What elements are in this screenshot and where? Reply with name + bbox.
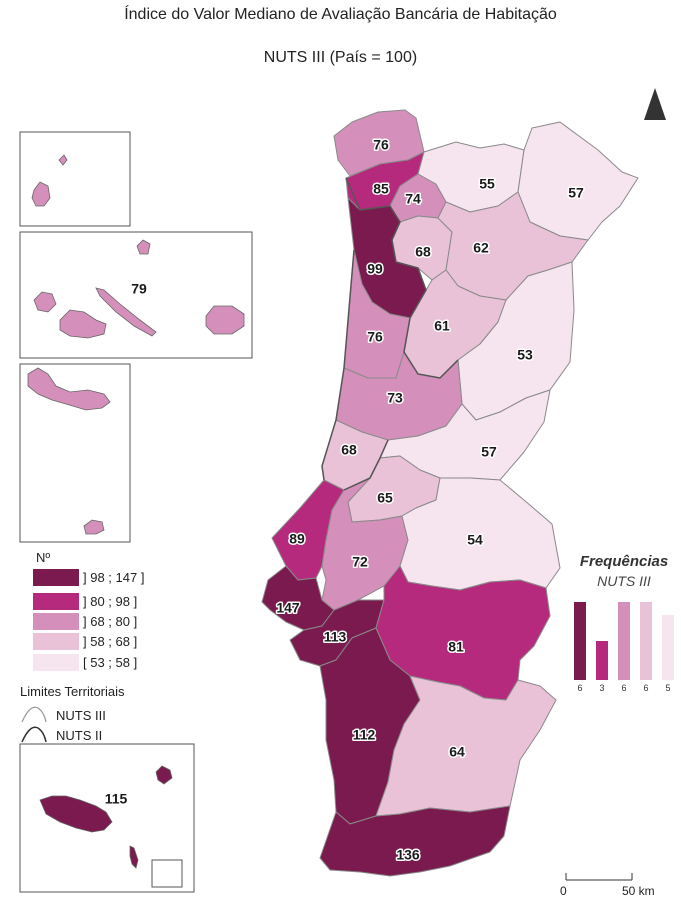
frequencies-subtitle: NUTS III <box>597 573 651 589</box>
island-terceira <box>205 305 245 335</box>
label-region-81-alentejo-central: 81 <box>448 639 464 655</box>
label-region-55-tras-os-montes: 55 <box>479 176 495 192</box>
legend-row: ] 68 ; 80 ] <box>33 613 137 630</box>
label-region-62-douro: 62 <box>473 240 489 256</box>
legend-label: [ 53 ; 58 ] <box>83 655 138 670</box>
nuts2-line-sample <box>21 726 47 743</box>
frequency-bar-label: 5 <box>665 683 670 693</box>
island-desertas <box>129 845 139 869</box>
label-region-61-viseu: 61 <box>434 318 450 334</box>
frequency-bar <box>618 602 630 680</box>
legend-row: ] 98 ; 147 ] <box>33 569 144 586</box>
region-64-baixo-alentejo <box>375 675 557 817</box>
legend-label: ] 68 ; 80 ] <box>83 614 138 629</box>
north-arrow-icon <box>644 88 666 120</box>
legend-swatch <box>33 633 79 650</box>
frequency-bar <box>574 602 586 680</box>
island-sao-miguel <box>27 367 111 411</box>
legend-title: Nº <box>36 550 51 565</box>
scale-zero: 0 <box>560 884 567 898</box>
inset-acores-central <box>19 231 253 359</box>
legend-row: [ 53 ; 58 ] <box>33 654 137 671</box>
island-pico <box>59 309 107 339</box>
legend-row: ] 80 ; 98 ] <box>33 593 137 610</box>
frequency-bar <box>596 641 608 680</box>
label-region-72-leziria: 72 <box>352 554 368 570</box>
region-136-algarve <box>319 805 511 877</box>
label-region-76-aveiro: 76 <box>367 329 383 345</box>
frequency-bar-label: 3 <box>599 683 604 693</box>
label-region-57-north-east: 57 <box>568 185 584 201</box>
legend-swatch <box>33 569 79 586</box>
label-region-85-cavado: 85 <box>373 181 389 197</box>
inset-acores-east <box>19 363 131 543</box>
label-region-112-alentejo-litoral: 112 <box>353 727 376 743</box>
inset-acores-west <box>19 131 131 227</box>
boundary-nuts2-label: NUTS II <box>56 728 103 743</box>
frequency-bar-label: 6 <box>577 683 582 693</box>
label-region-68-tamega-sousa: 68 <box>415 244 431 260</box>
frequency-bar-label: 6 <box>643 683 648 693</box>
island-madeira <box>39 795 113 833</box>
label-region-113-setubal: 113 <box>324 629 347 645</box>
island-porto-santo <box>155 765 173 785</box>
inset-selvagens-box <box>151 859 183 888</box>
label-region-57-beira-baixa: 57 <box>481 444 497 460</box>
label-region-76-alto-minho: 76 <box>373 137 389 153</box>
frequency-bar <box>640 602 652 680</box>
label-region-74-ave: 74 <box>405 191 421 207</box>
nuts3-line-sample <box>21 706 47 723</box>
boundaries-title: Limites Territoriais <box>20 684 125 699</box>
frequencies-title: Frequências <box>579 553 669 570</box>
legend-swatch <box>33 593 79 610</box>
label-region-53-beiras-estrela: 53 <box>517 347 533 363</box>
map-subtitle: NUTS III (País = 100) <box>263 49 418 66</box>
label-region-147-lisboa: 147 <box>276 600 300 616</box>
boundary-nuts3-label: NUTS III <box>56 708 106 723</box>
label-region-99-porto: 99 <box>367 261 383 277</box>
legend-label: ] 80 ; 98 ] <box>83 594 138 609</box>
label-region-64-baixo-alentejo: 64 <box>449 744 465 760</box>
scale-fifty: 50 km <box>622 884 655 898</box>
island-santa-maria <box>83 519 105 535</box>
legend-swatch <box>33 654 79 671</box>
frequency-bar <box>662 615 674 680</box>
label-region-65-medio-tejo: 65 <box>377 490 393 506</box>
island-sao-jorge <box>95 287 157 337</box>
region-57-north-east <box>517 121 639 241</box>
island-faial <box>33 291 57 313</box>
label-acores: 79 <box>131 281 147 297</box>
island-corvo <box>31 181 51 207</box>
legend-swatch <box>33 613 79 630</box>
legend-label: ] 98 ; 147 ] <box>83 570 145 585</box>
label-region-54-alto-alentejo: 54 <box>467 532 483 548</box>
map-title: Índice do Valor Mediano de Avaliação Ban… <box>124 6 557 23</box>
label-region-73-coimbra: 73 <box>387 390 403 406</box>
island-graciosa <box>136 239 151 255</box>
label-region-89-oeste: 89 <box>289 531 305 547</box>
legend-row: ] 58 ; 68 ] <box>33 633 137 650</box>
island-flores <box>58 154 68 166</box>
nuts2-boundary-centre <box>343 317 459 491</box>
nuts2-boundary-north <box>321 177 427 481</box>
frequencies-chart: 6 3 6 6 5 <box>574 602 674 693</box>
label-region-136-algarve: 136 <box>396 847 420 863</box>
inset-madeira <box>19 743 195 893</box>
legend-label: ] 58 ; 68 ] <box>83 634 138 649</box>
label-region-68-leiria: 68 <box>341 442 357 458</box>
frequency-bar-label: 6 <box>621 683 626 693</box>
label-madeira: 115 <box>105 791 128 807</box>
